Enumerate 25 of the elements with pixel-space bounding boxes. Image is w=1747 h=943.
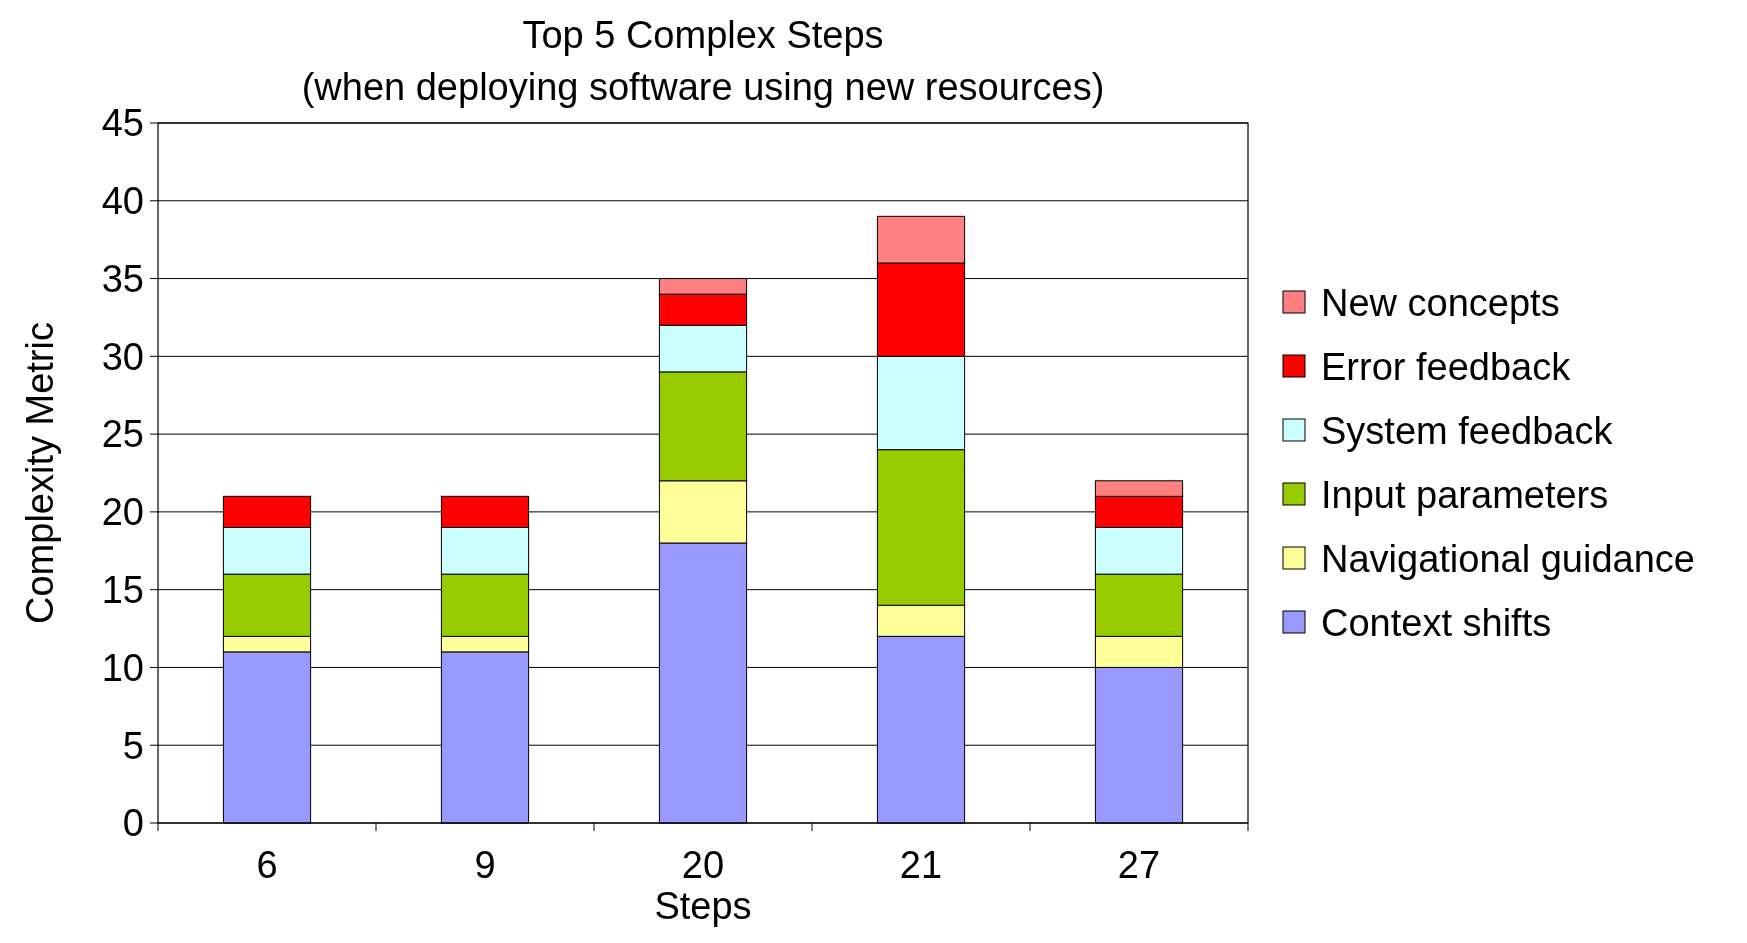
y-tick-label: 15 (101, 568, 144, 611)
legend-label: New concepts (1321, 282, 1560, 325)
y-tick-label: 45 (101, 102, 144, 145)
legend-label: System feedback (1321, 410, 1614, 453)
y-tick-label: 30 (101, 335, 144, 378)
x-tick-label: 20 (681, 844, 725, 886)
y-tick-label: 35 (101, 257, 144, 300)
legend-label: Navigational guidance (1321, 538, 1695, 581)
x-tick-label: 27 (1117, 844, 1161, 886)
x-tick-label: 6 (256, 844, 278, 886)
y-axis-title: Complexity Metric (19, 322, 61, 624)
legend-label: Error feedback (1321, 346, 1572, 389)
y-tick-label: 25 (101, 413, 144, 456)
chart-title: Top 5 Complex Steps (522, 14, 884, 56)
y-tick-label: 5 (122, 724, 144, 767)
chart-subtitle: (when deploying software using new resources) (301, 66, 1105, 108)
x-axis-title: Steps (654, 885, 752, 927)
legend-label: Context shifts (1321, 602, 1552, 645)
x-tick-label: 21 (899, 844, 943, 886)
legend-label: Input parameters (1321, 474, 1609, 517)
y-tick-label: 10 (101, 646, 144, 689)
y-tick-label: 40 (101, 180, 144, 223)
x-tick-label: 9 (474, 844, 496, 886)
y-tick-label: 0 (122, 802, 144, 845)
y-tick-label: 20 (101, 491, 144, 534)
